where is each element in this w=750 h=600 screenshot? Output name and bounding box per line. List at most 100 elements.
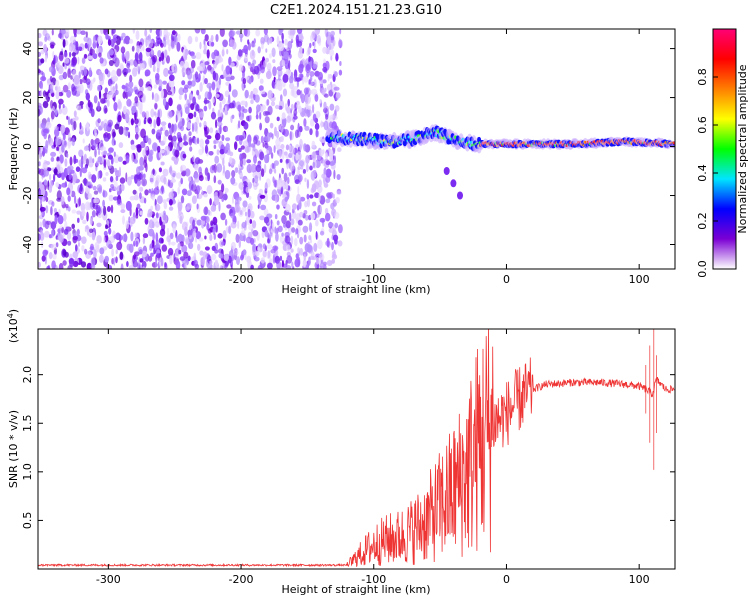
spectrogram-noise-blob (71, 209, 77, 214)
spectrogram-noise-blob (115, 256, 118, 264)
spectrogram-noise-blob (293, 86, 298, 91)
spectrogram-noise-blob (278, 42, 285, 52)
spectrogram-noise-blob (328, 222, 334, 227)
spectrogram-noise-blob (257, 204, 260, 209)
spectrogram-noise-blob (141, 178, 148, 187)
spectrogram-noise-blob (160, 127, 163, 132)
spectrogram-noise-blob (217, 248, 224, 254)
spectrogram-noise-blob (176, 41, 181, 52)
spectrogram-noise-blob (187, 255, 191, 262)
spectrogram-noise-blob (62, 104, 65, 109)
spectrogram-noise-blob (204, 91, 210, 100)
spectrogram-noise-blob (242, 158, 246, 166)
spectrogram-frame (37, 28, 676, 270)
spectrogram-noise-blob (67, 82, 71, 90)
spectrogram-branch-blob (443, 167, 450, 175)
spectrogram-noise-blob (273, 145, 276, 154)
spectrogram-noise-blob (72, 235, 79, 241)
spectrogram-noise-blob (296, 193, 301, 204)
spectrogram-noise-blob (50, 88, 54, 94)
spectrogram-noise-blob (266, 99, 270, 106)
spectrogram-noise-blob (225, 76, 232, 82)
spectrogram-noise-blob (176, 131, 182, 138)
spectrogram-noise-blob (104, 255, 109, 263)
spectrogram-noise-blob (163, 67, 169, 77)
spectrogram-noise-blob (285, 158, 290, 164)
spectrogram-noise-blob (188, 176, 192, 182)
spectrogram-noise-blob (159, 29, 162, 37)
spectrogram-noise-blob (213, 144, 217, 149)
spectrogram-noise-blob (119, 251, 124, 260)
spectrogram-noise-blob (72, 260, 79, 268)
spectrogram-noise-blob (186, 99, 190, 106)
spectrogram-noise-blob (280, 135, 284, 143)
spectrogram-noise-blob (91, 210, 96, 218)
spectrogram-noise-blob (138, 186, 144, 192)
spectrogram-noise-blob (127, 87, 134, 94)
spectrogram-noise-blob (184, 106, 190, 114)
spectrogram-noise-blob (40, 211, 43, 218)
spectrogram-noise-blob (80, 202, 86, 212)
spectrogram-noise-blob (116, 68, 122, 77)
spectrogram-noise-blob (221, 134, 225, 141)
spectrogram-noise-blob (217, 233, 223, 239)
spectrogram-signal-peak (672, 141, 675, 145)
spectrogram-noise-blob (138, 78, 144, 88)
spectrogram-noise-blob (210, 205, 217, 212)
spectrogram-noise-blob (238, 110, 241, 118)
spectrogram-noise-blob (98, 149, 101, 156)
spectrogram-noise-blob (178, 206, 182, 216)
spectrogram-noise-blob (267, 238, 270, 244)
spectrogram-noise-blob (281, 167, 285, 175)
spectrogram-noise-blob (240, 36, 243, 43)
spectrogram-noise-blob (166, 55, 170, 64)
spectrogram-noise-blob (160, 186, 164, 192)
spectrogram-noise-blob (58, 208, 61, 215)
spectrogram-noise-blob (322, 62, 327, 69)
spectrogram-noise-blob (72, 251, 79, 259)
spectrogram-noise-blob (178, 87, 185, 96)
spectrogram-noise-blob (289, 161, 295, 172)
spectrogram-noise-blob (105, 172, 109, 176)
spectrogram-noise-blob (297, 247, 300, 253)
spectrogram-noise-blob (260, 90, 266, 95)
spectrogram-noise-blob (38, 181, 42, 186)
spectrogram-noise-blob (322, 46, 327, 54)
spectrogram-noise-blob (176, 235, 179, 243)
spectrogram-noise-blob (225, 81, 231, 86)
spectrogram-noise-blob (84, 42, 88, 49)
spectrogram-noise-blob (48, 66, 54, 73)
spectrogram-noise-blob (146, 35, 150, 41)
spectrogram-noise-blob (323, 167, 327, 176)
spectrogram-noise-blob (292, 266, 295, 269)
spectrogram-noise-blob (122, 105, 127, 115)
spectrogram-noise-blob (156, 37, 162, 44)
spectrogram-noise-blob (321, 173, 327, 179)
spectrogram-noise-blob (55, 146, 59, 151)
spectrogram-noise-blob (216, 163, 223, 173)
spectrogram-noise-blob (237, 220, 240, 229)
spectrogram-noise-blob (274, 214, 278, 220)
spectrogram-noise-blob (88, 231, 92, 238)
spectrogram-noise-blob (61, 172, 65, 181)
spectrogram-noise-blob (195, 231, 201, 240)
spectrogram-noise-blob (157, 50, 162, 58)
spectrogram-noise-blob (283, 172, 288, 182)
spectrogram-noise-blob (131, 153, 134, 164)
spectrogram-noise-blob (289, 82, 295, 90)
spectrogram-noise-blob (224, 169, 231, 180)
spectrogram-noise-blob (79, 65, 85, 71)
spectrogram-noise-blob (252, 220, 257, 229)
spectrogram-noise-blob (144, 217, 149, 225)
spectrogram-noise-blob (129, 59, 135, 66)
colorbar-tick-label: 0.8 (696, 68, 709, 86)
spectrogram-noise-blob (269, 232, 273, 237)
spectrogram-noise-blob (233, 250, 239, 256)
spectrogram-noise-blob (39, 198, 43, 205)
spectrogram-noise-blob (193, 252, 197, 261)
spectrogram-noise-blob (136, 45, 140, 54)
spectrogram-noise-blob (38, 41, 43, 47)
spectrogram-noise-blob (250, 43, 256, 48)
spectrogram-noise-blob (196, 219, 202, 226)
spectrogram-noise-blob (66, 153, 69, 158)
